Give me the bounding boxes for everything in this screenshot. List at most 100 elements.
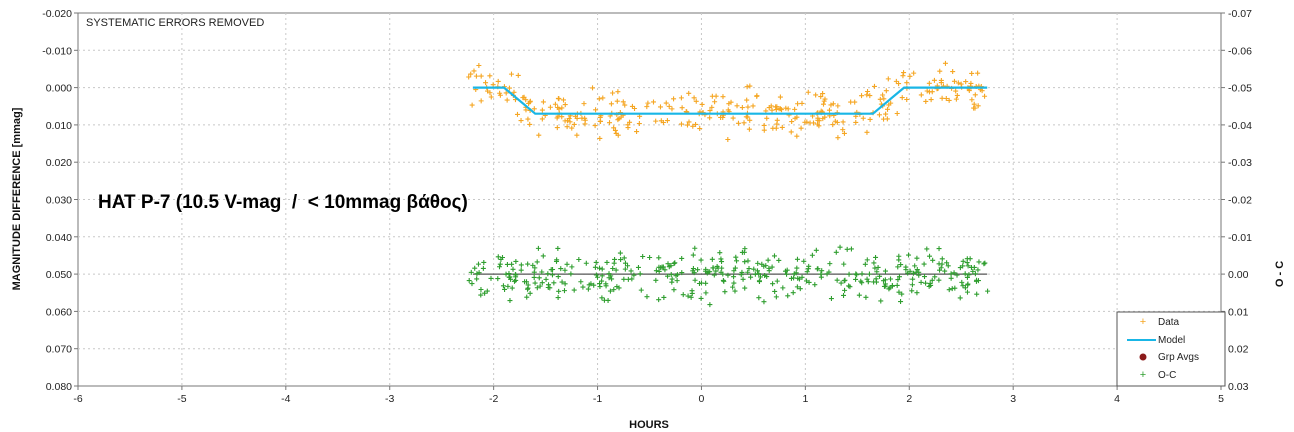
x-tick-label: 0: [699, 393, 705, 405]
oc-point: [898, 262, 904, 268]
oc-point: [545, 271, 551, 277]
oc-point: [797, 286, 803, 292]
oc-point: [599, 295, 605, 301]
oc-point: [580, 284, 586, 290]
data-point: [835, 103, 841, 109]
data-point: [686, 119, 692, 125]
data-point: [657, 104, 663, 110]
oc-point: [692, 245, 698, 251]
oc-point: [518, 262, 524, 268]
data-point: [764, 115, 770, 121]
data-point: [926, 80, 932, 86]
y-tick-label: -0.020: [42, 8, 72, 20]
oc-point: [898, 299, 904, 305]
oc-point: [756, 295, 762, 301]
oc-point: [895, 277, 901, 283]
data-point: [629, 103, 635, 109]
data-point: [867, 93, 873, 99]
oc-point: [746, 266, 752, 272]
data-point: [924, 88, 930, 94]
data-point: [835, 135, 841, 141]
data-point: [886, 102, 892, 108]
data-point: [867, 116, 873, 122]
oc-point: [837, 244, 843, 250]
oc-point: [863, 294, 869, 300]
data-point: [871, 83, 877, 89]
oc-point: [773, 294, 779, 300]
oc-point: [858, 278, 864, 284]
oc-point: [503, 271, 509, 277]
oc-point: [812, 282, 818, 288]
data-point: [794, 114, 800, 120]
data-point: [830, 122, 836, 128]
oc-point: [621, 276, 627, 282]
legend-marker-data: +: [1140, 316, 1146, 328]
data-point: [745, 104, 751, 110]
data-point: [938, 77, 944, 83]
oc-point: [889, 283, 895, 289]
oc-point: [617, 250, 623, 256]
oc-point: [500, 283, 506, 289]
data-point: [813, 92, 819, 98]
data-point: [653, 118, 659, 124]
data-point: [709, 104, 715, 110]
oc-point: [711, 272, 717, 278]
oc-point: [732, 288, 738, 294]
data-point: [982, 93, 988, 99]
oc-point: [951, 270, 957, 276]
oc-point: [924, 246, 930, 252]
oc-point: [689, 290, 695, 296]
oc-point: [842, 277, 848, 283]
oc-point: [698, 257, 704, 263]
oc-point: [530, 262, 536, 268]
oc-point: [794, 284, 800, 290]
x-tick-label: 4: [1114, 393, 1120, 405]
data-point: [473, 73, 479, 79]
oc-point: [484, 288, 490, 294]
data-point: [747, 117, 753, 123]
oc-point: [942, 268, 948, 274]
data-point: [571, 121, 577, 127]
y2-tick-label: -0.03: [1228, 157, 1252, 169]
oc-point: [785, 293, 791, 299]
data-point: [885, 76, 891, 82]
data-point: [816, 118, 822, 124]
data-point: [828, 102, 834, 108]
data-point: [567, 119, 573, 125]
oc-point: [864, 257, 870, 263]
oc-point: [718, 256, 724, 262]
oc-point: [745, 258, 751, 264]
oc-point: [873, 279, 879, 285]
oc-point: [776, 257, 782, 263]
oc-point: [599, 266, 605, 272]
oc-point: [912, 263, 918, 269]
data-point: [497, 90, 503, 96]
data-point: [600, 95, 606, 101]
data-point: [487, 73, 493, 79]
oc-point: [739, 249, 745, 255]
data-point: [503, 90, 509, 96]
oc-point: [960, 283, 966, 289]
oc-point: [576, 257, 582, 263]
oc-point: [704, 270, 710, 276]
data-point: [865, 89, 871, 95]
data-point: [539, 116, 545, 122]
oc-point: [964, 274, 970, 280]
x-tick-label: -5: [177, 393, 186, 405]
data-point: [779, 107, 785, 113]
oc-point: [510, 266, 516, 272]
data-point: [923, 98, 929, 104]
oc-point: [815, 266, 821, 272]
data-point: [826, 107, 832, 113]
data-point: [822, 96, 828, 102]
oc-point: [809, 252, 815, 258]
oc-point: [621, 255, 627, 261]
data-point: [876, 112, 882, 118]
oc-point: [921, 261, 927, 267]
oc-point: [846, 283, 852, 289]
oc-point: [745, 269, 751, 275]
data-point: [671, 96, 677, 102]
data-point: [660, 119, 666, 125]
oc-point: [469, 281, 475, 287]
